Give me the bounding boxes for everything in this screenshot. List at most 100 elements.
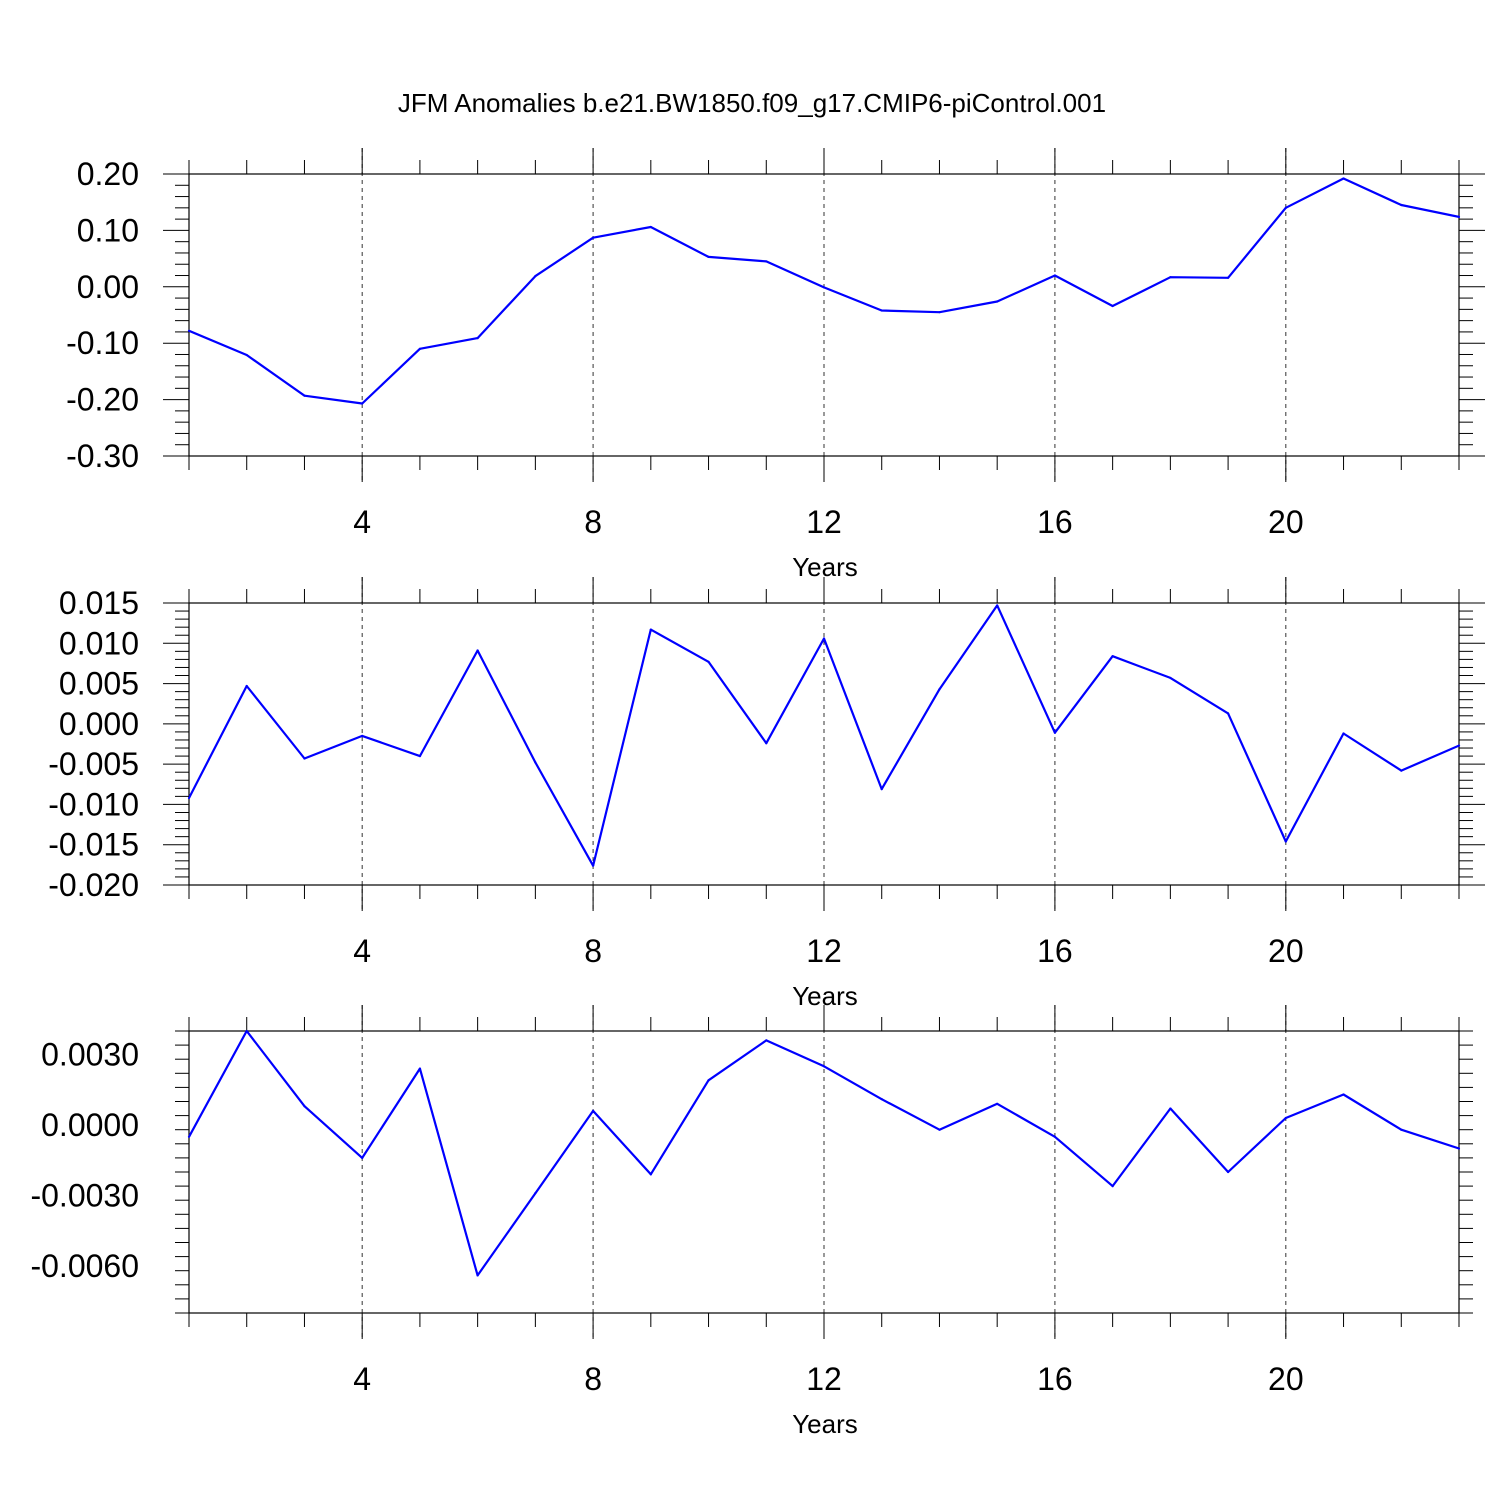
y-axis-label: CArc Snow Volume 1013 m3 (17, 587, 48, 903)
x-tick-label: 12 (806, 504, 842, 540)
panel-1: -0.30 -0.20 -0.10 0.00 0.10 0.20 4 8 12 16 20 Years… (66, 148, 1485, 582)
x-tick-label: 16 (1037, 933, 1073, 969)
data-point-21 (1342, 1093, 1345, 1096)
data-point-7 (534, 274, 537, 278)
data-point-15 (996, 604, 999, 607)
y-tick-label: -0.005 (48, 746, 139, 782)
data-point-2 (245, 1029, 248, 1033)
data-point-5 (418, 347, 422, 350)
data-point-14 (938, 311, 941, 314)
panels: -0.30 -0.20 -0.10 0.00 0.10 0.20 4 8 12 16 20 Years… (17, 148, 1485, 1439)
data-point-16 (1053, 274, 1057, 277)
data-point-6 (476, 337, 479, 340)
y-tick-label: 0.20 (77, 156, 139, 192)
data-point-6 (476, 649, 479, 652)
data-point-13 (880, 1098, 883, 1101)
data-point-1 (187, 329, 191, 332)
data-point-4 (361, 734, 364, 738)
data-point-4 (361, 1156, 364, 1159)
data-point-8 (591, 1109, 595, 1112)
data-point-4 (361, 402, 364, 405)
y-tick-label: -0.0030 (30, 1178, 139, 1214)
data-point-16 (1053, 731, 1057, 734)
y-tick-label: -0.010 (48, 786, 139, 822)
data-point-10 (707, 255, 710, 259)
data-point-10 (707, 660, 710, 663)
data-point-17 (1111, 1185, 1114, 1188)
data-point-21 (1342, 732, 1345, 735)
y-tick-label: -0.015 (48, 827, 139, 863)
data-point-15 (996, 1102, 999, 1105)
y-tick-label: 0.00 (77, 269, 139, 305)
data-point-17 (1111, 655, 1114, 658)
plot-frame (188, 173, 1460, 457)
plot-frame (188, 602, 1460, 886)
data-point-1 (187, 796, 191, 800)
data-point-5 (418, 754, 422, 758)
y-tick-label: 0.000 (59, 706, 139, 742)
data-point-18 (1169, 276, 1172, 279)
figure-title: JFM Anomalies b.e21.BW1850.f09_g17.CMIP6… (398, 88, 1106, 118)
data-point-12 (822, 286, 826, 289)
data-point-6 (476, 1274, 479, 1277)
x-axis-label: Years (792, 1409, 858, 1439)
y-tick-label: -0.10 (66, 325, 139, 361)
x-tick-label: 12 (806, 933, 842, 969)
data-point-16 (1053, 1135, 1057, 1138)
y-tick-label: -0.20 (66, 382, 139, 418)
data-point-18 (1169, 1107, 1172, 1110)
x-tick-label: 16 (1037, 1361, 1073, 1397)
y-tick-label: 0.010 (59, 625, 139, 661)
data-point-7 (534, 1192, 537, 1195)
y-tick-label: 0.0030 (41, 1037, 139, 1073)
data-point-10 (707, 1079, 710, 1082)
y-tick-label: 0.005 (59, 666, 139, 702)
data-point-9 (649, 1173, 652, 1176)
data-point-17 (1111, 304, 1114, 308)
y-tick-label: -0.30 (66, 438, 139, 474)
data-point-23 (1457, 744, 1461, 747)
data-point-8 (591, 236, 595, 239)
x-tick-label: 4 (353, 504, 371, 540)
data-point-8 (591, 864, 595, 867)
data-point-19 (1226, 712, 1230, 715)
y-tick-label: 0.0000 (41, 1107, 139, 1143)
data-point-22 (1400, 1128, 1403, 1131)
x-tick-label: 12 (806, 1361, 842, 1397)
data-point-7 (534, 761, 537, 764)
data-point-15 (996, 300, 999, 303)
data-point-13 (880, 309, 883, 312)
data-point-1 (187, 1135, 191, 1138)
y-tick-label: -0.020 (48, 867, 139, 903)
data-point-12 (822, 637, 826, 640)
data-point-14 (938, 1128, 941, 1131)
data-point-19 (1226, 276, 1230, 279)
data-point-2 (245, 353, 248, 357)
data-point-5 (418, 1067, 422, 1070)
x-tick-label: 8 (584, 504, 602, 540)
data-point-20 (1284, 840, 1287, 843)
data-point-20 (1284, 1116, 1287, 1120)
x-tick-label: 20 (1268, 504, 1304, 540)
x-axis-label: Years (792, 552, 858, 582)
data-point-2 (245, 684, 248, 688)
data-point-18 (1169, 676, 1172, 680)
x-tick-label: 20 (1268, 933, 1304, 969)
data-point-13 (880, 788, 883, 791)
x-tick-label: 4 (353, 933, 371, 969)
data-point-3 (303, 394, 306, 397)
data-point-12 (822, 1065, 826, 1068)
data-point-3 (303, 1105, 306, 1108)
x-axis-label: Years (792, 981, 858, 1011)
data-point-22 (1400, 203, 1403, 207)
data-point-11 (765, 1039, 768, 1042)
data-point-9 (649, 628, 652, 631)
y-tick-label: 0.015 (59, 585, 139, 621)
data-point-23 (1457, 215, 1461, 218)
data-point-23 (1457, 1147, 1461, 1150)
data-point-3 (303, 757, 306, 760)
x-tick-label: 16 (1037, 504, 1073, 540)
plot-frame (188, 1030, 1460, 1314)
